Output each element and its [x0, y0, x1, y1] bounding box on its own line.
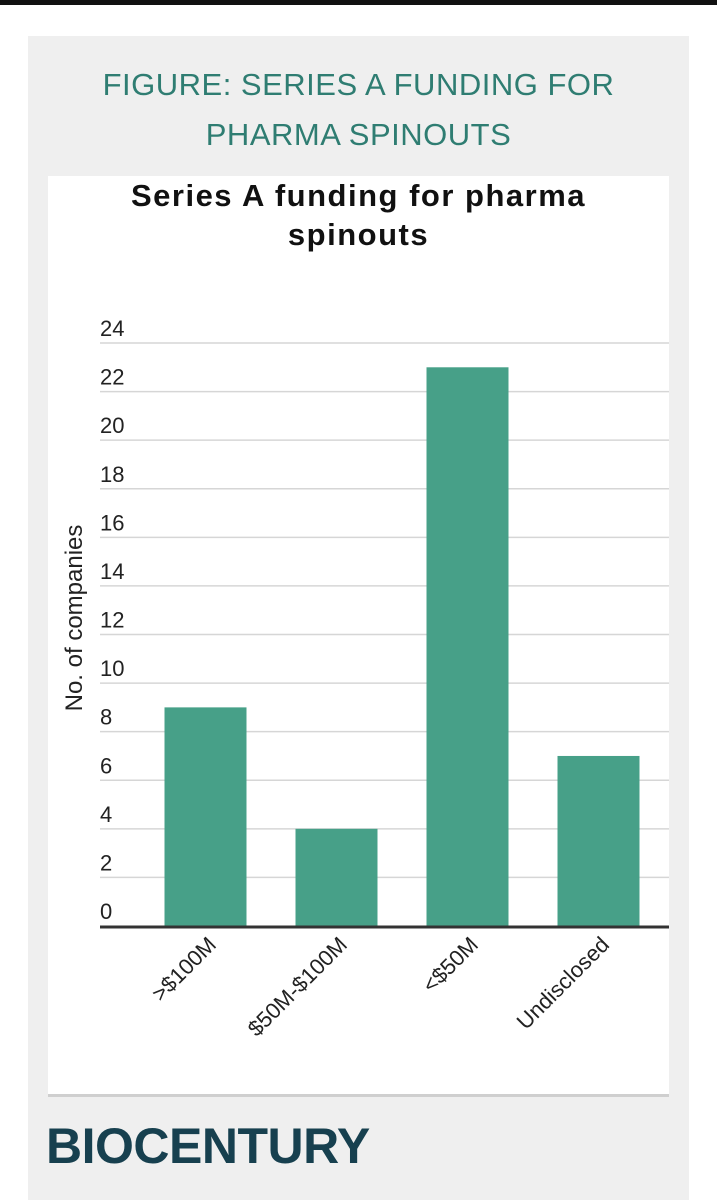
chart-title: Series A funding for pharma spinouts	[48, 176, 669, 254]
bottom-rule	[48, 1094, 669, 1097]
top-rule	[0, 0, 717, 5]
figure-heading-line-2: PHARMA SPINOUTS	[205, 117, 512, 152]
figure-heading: FIGURE: SERIES A FUNDING FOR PHARMA SPIN…	[28, 60, 689, 160]
brand-logo: BIOCENTURY	[46, 1118, 370, 1174]
chart-title-line-2: spinouts	[287, 217, 430, 252]
chart-title-line-1: Series A funding for pharma	[130, 178, 587, 213]
chart-panel	[48, 176, 669, 1094]
figure-heading-line-1: FIGURE: SERIES A FUNDING FOR	[102, 67, 615, 102]
